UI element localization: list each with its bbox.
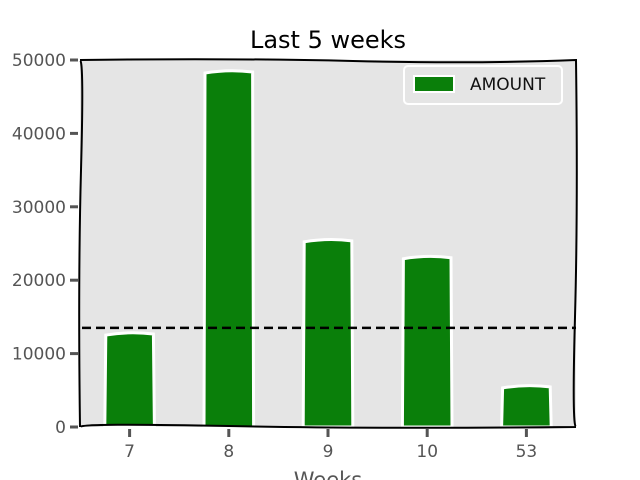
y-tick-label: 30000: [12, 198, 66, 218]
x-tick-label: 7: [124, 442, 135, 462]
legend: AMOUNT: [403, 65, 563, 105]
chart-title: Last 5 weeks: [250, 26, 406, 54]
x-tick-label: 53: [516, 442, 538, 462]
legend-swatch: [413, 75, 455, 93]
bar: [301, 238, 355, 429]
y-tick-label: 20000: [12, 271, 66, 291]
x-tick-label: 10: [416, 442, 438, 462]
y-tick-label: 0: [55, 418, 66, 438]
plot-frame: [78, 58, 578, 429]
x-tick-label: 8: [223, 442, 234, 462]
bar: [202, 69, 256, 429]
bars: [103, 69, 553, 429]
y-tick-label: 50000: [12, 51, 66, 71]
bar: [500, 384, 553, 429]
bar: [400, 254, 454, 429]
x-axis: 7 8 9 10 53: [124, 429, 537, 462]
x-tick-label: 9: [323, 442, 334, 462]
bar: [103, 331, 156, 429]
y-axis: 0 10000 20000 30000 40000 50000: [12, 51, 78, 438]
y-tick-label: 10000: [12, 345, 66, 365]
x-axis-label: Weeks: [294, 468, 362, 480]
y-tick-label: 40000: [12, 124, 66, 144]
legend-label: AMOUNT: [470, 75, 546, 95]
